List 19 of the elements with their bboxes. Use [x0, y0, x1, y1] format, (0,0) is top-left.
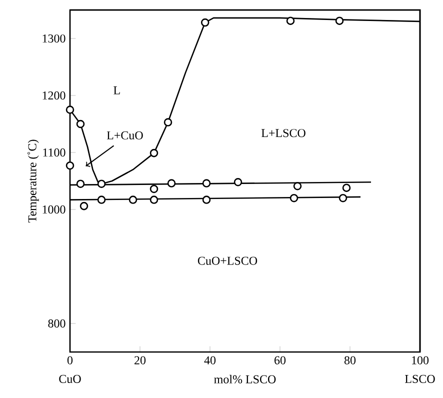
annotation: L+CuO — [106, 131, 143, 140]
y-tick-label: 1200 — [42, 91, 66, 100]
x-tick-label: 20 — [134, 356, 146, 364]
x-tick-label: 0 — [67, 356, 73, 364]
annotation: L+LSCO — [261, 129, 306, 138]
x-tick-label: 100 — [412, 356, 429, 364]
y-tick-label: 1300 — [42, 34, 66, 43]
y-tick-label: 1000 — [42, 205, 66, 214]
x-axis-title: mol% LSCO — [214, 374, 276, 384]
x-tick-label: 80 — [344, 356, 356, 364]
y-axis-title: Temperature (˚C) — [28, 140, 39, 223]
text: CuO — [59, 374, 81, 383]
annotation: L — [114, 86, 120, 94]
text: LSCO — [405, 374, 435, 383]
x-tick-label: 40 — [204, 356, 216, 364]
y-tick-label: 1100 — [43, 148, 66, 157]
x-tick-label: 60 — [274, 356, 286, 364]
annotation: CuO+LSCO — [198, 256, 258, 265]
y-tick-label: 800 — [48, 319, 66, 328]
